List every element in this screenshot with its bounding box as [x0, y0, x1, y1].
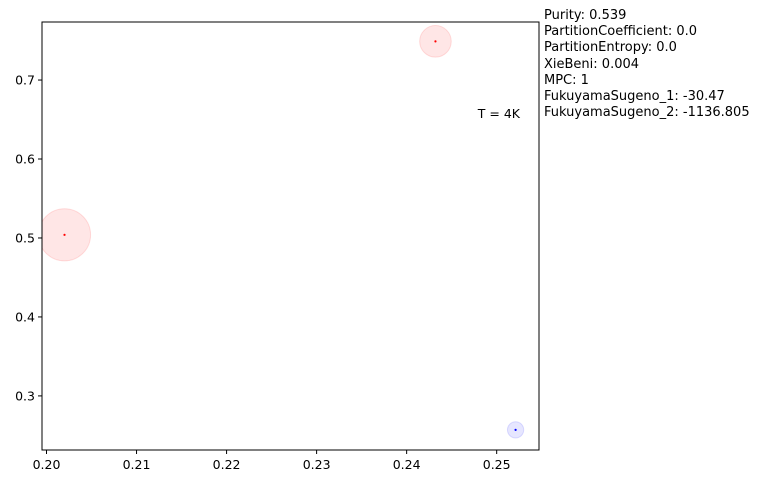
x-tick-label: 0.22: [213, 457, 241, 472]
x-tick-label: 0.20: [33, 457, 61, 472]
y-tick-label: 0.3: [15, 388, 35, 403]
cluster-center-point-1: [63, 233, 66, 236]
cluster-center-point-2: [434, 40, 437, 43]
x-tick-label: 0.24: [393, 457, 421, 472]
metric-xie-beni: XieBeni: 0.004: [544, 56, 640, 72]
x-tick-label: 0.21: [123, 457, 151, 472]
y-tick-label: 0.4: [15, 309, 35, 324]
metric-partition-coefficient: PartitionCoefficient: 0.0: [544, 24, 698, 40]
metric-partition-entropy: PartitionEntropy: 0.0: [544, 40, 677, 56]
x-tick-label: 0.25: [483, 457, 511, 472]
x-axis: 0.20 0.21 0.22 0.23 0.24 0.25: [33, 450, 511, 472]
temperature-annotation: T = 4K: [477, 106, 521, 121]
metric-mpc: MPC: 1: [544, 72, 589, 88]
cluster-center-point-3: [514, 428, 517, 431]
y-tick-label: 0.6: [15, 152, 35, 167]
cluster-halo-1: [42, 208, 92, 262]
metric-purity: Purity: 0.539: [544, 8, 627, 23]
x-tick-label: 0.23: [303, 457, 331, 472]
y-axis: 0.3 0.4 0.5 0.6 0.7: [15, 73, 42, 403]
metric-fukuyama-sugeno-2: FukuyamaSugeno_2: -1136.805: [544, 105, 750, 121]
plot-frame: [41, 21, 540, 451]
metric-fukuyama-sugeno-1: FukuyamaSugeno_1: -30.47: [544, 89, 725, 105]
metrics-panel: Purity: 0.539 PartitionCoefficient: 0.0 …: [544, 8, 750, 121]
y-tick-label: 0.7: [15, 73, 35, 88]
y-tick-label: 0.5: [15, 230, 35, 245]
